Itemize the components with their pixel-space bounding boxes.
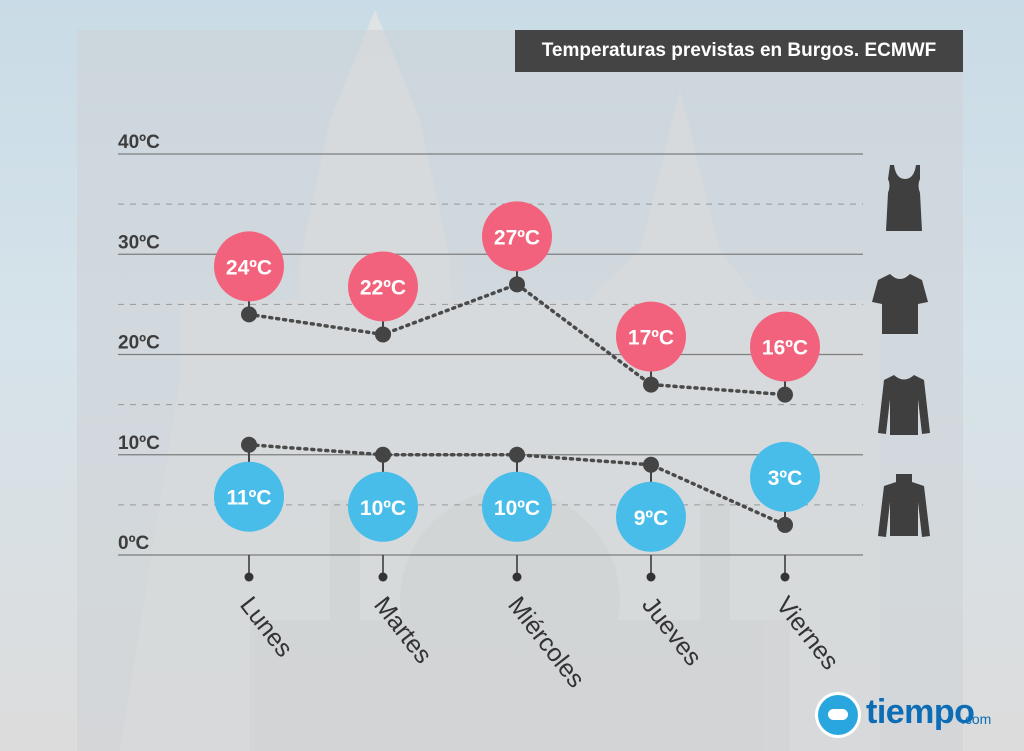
data-point [509, 276, 525, 292]
x-tick-label: Viernes [770, 591, 844, 675]
x-tick-dot [379, 573, 388, 582]
data-label: 27ºC [494, 226, 540, 249]
x-tick-dot [513, 573, 522, 582]
data-point [777, 517, 793, 533]
data-label: 11ºC [226, 487, 271, 510]
data-point [375, 326, 391, 342]
data-point [241, 437, 257, 453]
x-tick-label: Lunes [234, 591, 298, 662]
t-shirt-icon [872, 274, 928, 334]
y-tick-label: 40ºC [118, 132, 160, 153]
tank-top-icon [886, 165, 922, 231]
data-label: 17ºC [628, 327, 674, 350]
y-tick-label: 0ºC [118, 533, 150, 554]
data-label: 16ºC [762, 337, 808, 360]
data-label: 22ºC [360, 276, 406, 299]
cloud-logo-icon [818, 695, 858, 735]
data-label: 10ºC [494, 497, 540, 520]
x-tick-label: Miércoles [502, 591, 590, 693]
y-tick-label: 20ºC [118, 333, 160, 354]
data-label: 10ºC [360, 497, 406, 520]
y-tick-label: 10ºC [118, 433, 160, 454]
x-tick-dot [245, 573, 254, 582]
data-point [241, 306, 257, 322]
data-label: 3ºC [768, 467, 803, 490]
turtleneck-icon [878, 474, 930, 537]
data-point [643, 377, 659, 393]
x-tick-label: Jueves [636, 591, 707, 671]
x-tick-label: Martes [368, 591, 437, 668]
data-point [509, 447, 525, 463]
long-sleeve-icon [878, 375, 930, 435]
y-tick-label: 30ºC [118, 232, 160, 253]
data-point [375, 447, 391, 463]
tiempo-logo[interactable]: tiempo .com [818, 695, 1018, 739]
data-point [643, 457, 659, 473]
logo-domain: .com [961, 711, 991, 727]
series-line-0 [249, 284, 785, 394]
data-label: 9ºC [634, 507, 669, 530]
data-label: 24ºC [226, 256, 272, 279]
x-tick-dot [647, 573, 656, 582]
x-tick-dot [781, 573, 790, 582]
logo-word: tiempo [866, 693, 974, 732]
data-point [777, 387, 793, 403]
